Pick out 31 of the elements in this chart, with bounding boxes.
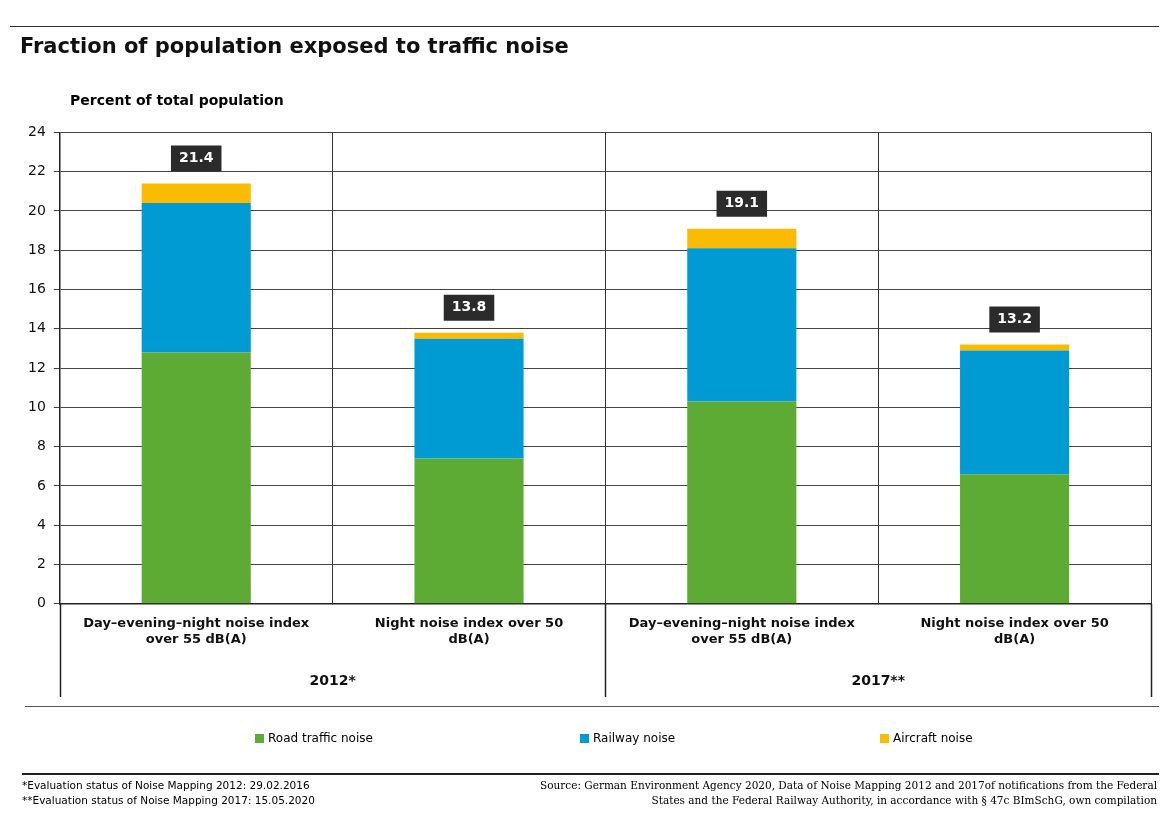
y-tick-label: 6 bbox=[36, 476, 46, 493]
total-label: 21.4 bbox=[178, 149, 214, 166]
y-tick-label: 8 bbox=[36, 437, 46, 454]
legend-label: Railway noise bbox=[593, 731, 676, 745]
source-note: Source: German Environment Agency 2020, Data of Noise Mapping 2012 and 2017of notifications from the Federal States and the Federal Railway Authority, in accordance with § 47c BImSchG, own compilation bbox=[539, 778, 1157, 808]
y-tick-label: 20 bbox=[27, 201, 46, 218]
chart-title: Fraction of population exposed to traffic noise bbox=[20, 34, 569, 58]
text: 2012* bbox=[309, 671, 357, 688]
total-label: 13.2 bbox=[997, 310, 1032, 327]
total-label: 19.1 bbox=[724, 194, 760, 211]
y-tick-label: 14 bbox=[27, 319, 46, 336]
y-tick-label: 16 bbox=[27, 280, 46, 297]
y-tick-label: 4 bbox=[36, 515, 46, 532]
y-tick-label: 2 bbox=[36, 555, 46, 572]
y-tick-label: 10 bbox=[27, 398, 46, 415]
x-tick-label: Night noise index over 50 dB(A) bbox=[920, 614, 1109, 646]
text: 2017** bbox=[851, 671, 906, 688]
y-tick-label: 24 bbox=[27, 123, 46, 140]
legend-label: Road traffic noise bbox=[268, 731, 373, 745]
y-axis-title: Percent of total population bbox=[70, 92, 284, 108]
x-tick-label: Day–evening–night noise index over 55 dB(A) bbox=[628, 614, 856, 646]
x-tick-label: Night noise index over 50 dB(A) bbox=[374, 614, 564, 646]
y-tick-label: 12 bbox=[27, 358, 46, 375]
y-tick-label: 0 bbox=[36, 594, 46, 611]
total-label: 13.8 bbox=[451, 298, 487, 315]
x-tick-label: Day–evening–night noise index over 55 dB(A) bbox=[83, 614, 310, 646]
y-tick-label: 18 bbox=[27, 240, 46, 257]
text: *Evaluation status of Noise Mapping 2012: 29.02.2016 bbox=[22, 778, 311, 793]
y-tick-label: 22 bbox=[27, 162, 46, 179]
text: **Evaluation status of Noise Mapping 2017: 15.05.2020 bbox=[22, 793, 315, 808]
legend-label: Aircraft noise bbox=[893, 731, 973, 745]
